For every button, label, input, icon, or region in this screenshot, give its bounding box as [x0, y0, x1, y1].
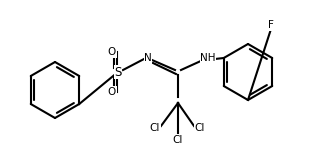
- Text: O: O: [108, 87, 116, 97]
- Text: S: S: [114, 66, 122, 79]
- Text: N: N: [144, 53, 152, 63]
- Text: NH: NH: [200, 53, 216, 63]
- Text: F: F: [268, 20, 274, 30]
- Text: Cl: Cl: [150, 123, 160, 133]
- Text: Cl: Cl: [173, 135, 183, 145]
- Text: Cl: Cl: [195, 123, 205, 133]
- Text: O: O: [108, 47, 116, 57]
